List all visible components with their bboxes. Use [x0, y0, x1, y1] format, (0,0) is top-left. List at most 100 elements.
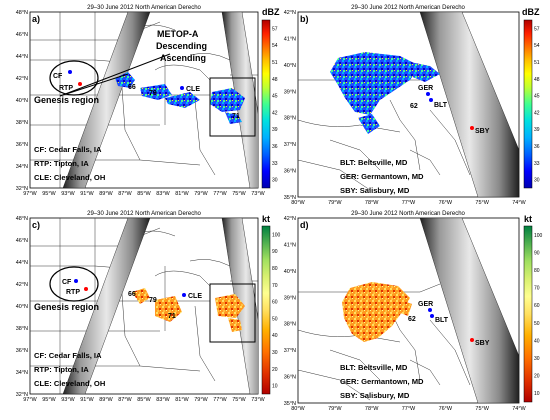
- colorbar-tick-label: 51: [534, 60, 540, 66]
- lat-tick-label: 48°N: [16, 216, 28, 222]
- colorbar-tick-label: 90: [272, 249, 278, 255]
- marker-rtp: [78, 82, 82, 86]
- colorbar-tick-label: 50: [272, 316, 278, 322]
- panel-a-title: 29–30 June 2012 North American Derecho: [87, 5, 201, 11]
- legend-item: RTP: Tipton, IA: [34, 159, 89, 168]
- lon-tick-label: 79°W: [328, 200, 342, 206]
- marker-rtp: [84, 287, 88, 291]
- lat-tick-label: 40°N: [16, 304, 28, 310]
- lon-tick-label: 95°W: [42, 191, 56, 197]
- colorbar-tick-label: 100: [534, 233, 543, 239]
- colorbar-tick-label: 60: [534, 303, 540, 309]
- city-rtp: RTP: [59, 85, 73, 92]
- colorbar-tick-label: 90: [534, 250, 540, 256]
- state-borders: [298, 283, 471, 401]
- city-blt: BLT: [435, 317, 449, 324]
- lon-tick-label: 78°W: [365, 200, 379, 206]
- lon-tick-label: 80°W: [291, 200, 305, 206]
- panel-b: 29–30 June 2012 North American Derecho b…: [284, 5, 540, 206]
- colorbar-unit-b: dBZ: [522, 7, 540, 17]
- lon-tick-label: 79°W: [328, 406, 342, 412]
- legend-d: BLT: Beltsville, MD GER: Germantown, MD …: [340, 363, 424, 400]
- colorbar-b: [523, 19, 533, 189]
- colorbar-d: [523, 225, 533, 403]
- lon-tick-label: 75°W: [475, 406, 489, 412]
- lat-tick-label: 35°N: [284, 401, 296, 407]
- panel-a-label: a): [32, 14, 40, 24]
- city-cle: CLE: [186, 86, 200, 93]
- legend-item: BLT: Beltsville, MD: [340, 363, 408, 372]
- lon-tick-label: 78°W: [365, 406, 379, 412]
- axis-ticks-d: 80°W 79°W 78°W 77°W 76°W 75°W 74°W 42°N 41°N 40°N…: [284, 216, 527, 412]
- colorbar-ticks-c: 10 20 30 40 50 60 70 80 90 100: [272, 232, 281, 389]
- panel-c-label: c): [32, 220, 40, 230]
- colorbar-tick-label: 36: [272, 144, 278, 150]
- lat-tick-label: 38°N: [284, 116, 296, 122]
- colorbar-tick-label: 45: [534, 94, 540, 100]
- lat-tick-label: 36°N: [284, 375, 296, 381]
- lon-tick-label: 77°W: [213, 397, 227, 403]
- colorbar-tick-label: 40: [534, 338, 540, 344]
- marker-cle: [182, 293, 186, 297]
- lat-tick-label: 44°N: [16, 260, 28, 266]
- lat-tick-label: 36°N: [16, 142, 28, 148]
- colorbar-tick-label: 80: [534, 268, 540, 274]
- lat-tick-label: 32°N: [16, 392, 28, 398]
- genesis-ellipse: [49, 60, 99, 96]
- colorbar-tick-label: 48: [272, 77, 278, 83]
- lat-tick-label: 36°N: [16, 348, 28, 354]
- lon-tick-label: 79°W: [194, 397, 208, 403]
- colorbar-tick-label: 10: [534, 391, 540, 397]
- colorbar-tick-label: 20: [534, 374, 540, 380]
- lon-tick-label: 77°W: [213, 191, 227, 197]
- marker-66: 66: [128, 291, 136, 298]
- legend-b: BLT: Beltsville, MD GER: Germantown, MD …: [340, 158, 424, 195]
- colorbar-tick-label: 51: [272, 60, 278, 66]
- panel-d-label: d): [300, 220, 309, 230]
- lat-tick-label: 42°N: [284, 10, 296, 16]
- colorbar-unit-a: dBZ: [262, 7, 280, 17]
- lat-tick-label: 42°N: [16, 282, 28, 288]
- axis-ticks-a: 97°W 95°W 93°W 91°W 89°W 87°W 85°W 83°W 81°W 79°W…: [16, 10, 266, 197]
- lon-tick-label: 97°W: [23, 191, 37, 197]
- colorbar-a: [261, 19, 271, 189]
- lat-tick-label: 46°N: [16, 32, 28, 38]
- colorbar-tick-label: 54: [272, 43, 278, 49]
- colorbar-ticks-b: 30 33 36 39 42 45 48 51 54 57: [534, 26, 540, 183]
- colorbar-tick-label: 33: [534, 161, 540, 167]
- swath-descending: [62, 218, 151, 394]
- zoom-box: [209, 283, 256, 343]
- legend-item: SBY: Salisbury, MD: [340, 391, 410, 400]
- colorbar-tick-label: 57: [534, 26, 540, 32]
- colorbar-tick-label: 70: [272, 283, 278, 289]
- panel-b-title: 29–30 June 2012 North American Derecho: [351, 5, 465, 11]
- lon-tick-label: 77°W: [402, 200, 416, 206]
- swath-ascending: [419, 218, 519, 403]
- colorbar-tick-label: 30: [534, 356, 540, 362]
- lon-tick-label: 85°W: [137, 191, 151, 197]
- colorbar-tick-label: 36: [534, 144, 540, 150]
- lon-tick-label: 93°W: [61, 191, 75, 197]
- marker-79: 79: [149, 297, 157, 304]
- lon-tick-label: 75°W: [232, 191, 246, 197]
- lon-tick-label: 76°W: [439, 406, 453, 412]
- lon-tick-label: 87°W: [118, 397, 132, 403]
- lon-tick-label: 77°W: [402, 406, 416, 412]
- colorbar-tick-label: 30: [534, 178, 540, 184]
- lat-tick-label: 37°N: [284, 142, 296, 148]
- lon-tick-label: 75°W: [475, 200, 489, 206]
- legend-item: CF: Cedar Falls, IA: [34, 351, 102, 360]
- legend-item: BLT: Beltsville, MD: [340, 158, 408, 167]
- panel-d: 29–30 June 2012 North American Derecho d…: [284, 211, 543, 412]
- panel-b-label: b): [300, 14, 309, 24]
- colorbar-tick-label: 50: [534, 321, 540, 327]
- city-sby: SBY: [475, 340, 490, 347]
- colorbar-unit-c: kt: [262, 214, 270, 224]
- marker-ger: [428, 308, 432, 312]
- colorbar-c: [261, 225, 271, 395]
- marker-ger: [426, 92, 430, 96]
- legend-item: RTP: Tipton, IA: [34, 365, 89, 374]
- genesis-ellipse: [49, 266, 99, 302]
- marker-71: 71: [168, 313, 176, 320]
